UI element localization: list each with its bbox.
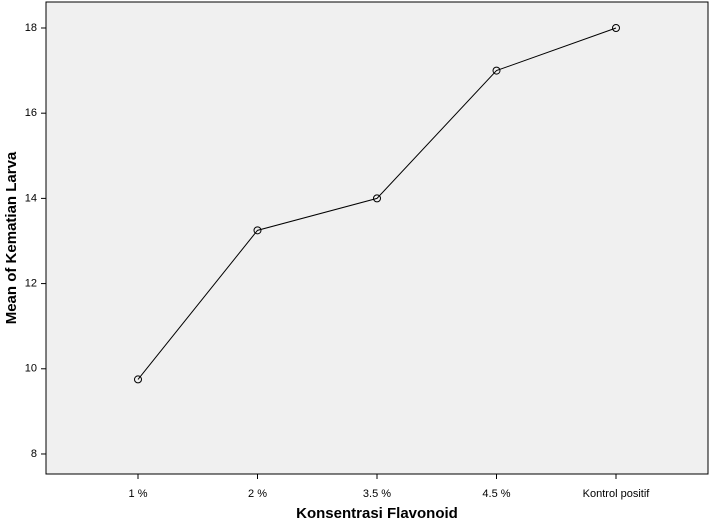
x-tick-label: 2 % <box>248 488 267 500</box>
data-line <box>137 27 617 380</box>
x-axis-title: Konsentrasi Flavonoid <box>296 505 458 522</box>
x-tick-label: Kontrol positif <box>583 488 651 500</box>
data-point <box>253 226 262 235</box>
y-tick-label: 16 <box>25 107 37 119</box>
plot-area <box>45 1 709 475</box>
data-point <box>612 23 620 32</box>
y-tick-label: 12 <box>25 277 37 289</box>
y-tick-label: 18 <box>25 22 37 34</box>
y-tick-label: 8 <box>31 448 37 460</box>
x-tick-label: 1 % <box>129 488 148 500</box>
x-tick-label: 4.5 % <box>482 488 510 500</box>
y-tick-label: 10 <box>25 363 37 375</box>
x-tick-label: 3.5 % <box>363 488 391 500</box>
data-point <box>373 194 381 203</box>
data-point <box>492 66 501 75</box>
y-tick-label: 14 <box>25 192 37 204</box>
data-point <box>134 375 142 384</box>
y-axis-title: Mean of Kematian Larva <box>3 151 20 324</box>
